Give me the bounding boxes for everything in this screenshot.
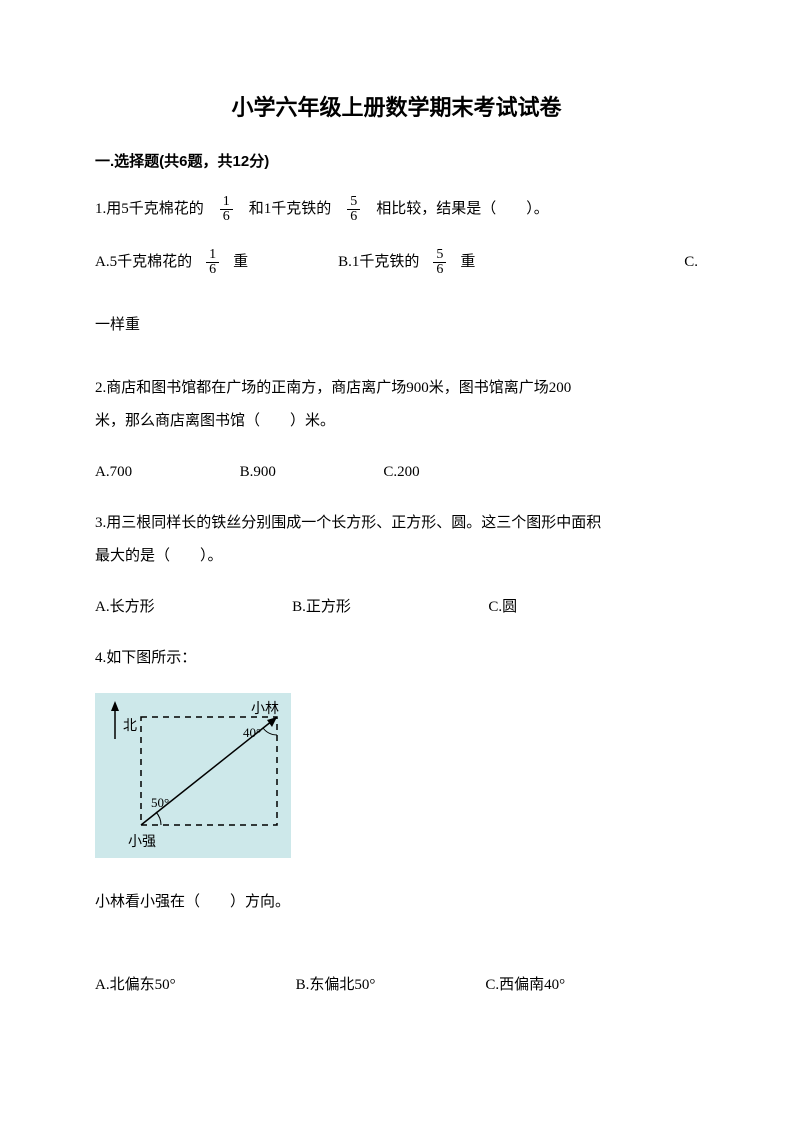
q1-frac2-den: 6 [347, 210, 360, 224]
angle-40: 40° [243, 725, 261, 741]
q4-optC: C.西偏南40° [485, 969, 565, 1002]
q1-frac2: 5 6 [347, 195, 360, 224]
q1-optC-line2: 一样重 [95, 309, 698, 342]
xiaolin-arrowhead [267, 717, 277, 727]
q2-optC: C.200 [383, 464, 419, 480]
q1-frac1-den: 6 [220, 210, 233, 224]
question-3: 3.用三根同样长的铁丝分别围成一个长方形、正方形、圆。这三个图形中面积 最大的是… [95, 507, 698, 573]
q1-frac2-num: 5 [347, 195, 360, 210]
q1-optB-num: 5 [433, 248, 446, 263]
q2-optB: B.900 [240, 464, 276, 480]
q1-optB-post: 重 [460, 246, 475, 279]
q4-diagram: 北 小林 小强 40° 50° [95, 693, 291, 858]
q3-optB: B.正方形 [292, 599, 351, 615]
q1-optA-pre: A.5千克棉花的 [95, 246, 192, 279]
q3-optA: A.长方形 [95, 599, 155, 615]
q1-prefix: 1.用5千克棉花的 [95, 193, 204, 226]
xiaoqiang-label: 小强 [128, 831, 156, 851]
q2-optA: A.700 [95, 464, 132, 480]
page-title: 小学六年级上册数学期末考试试卷 [95, 90, 698, 122]
q1-optA-frac: 1 6 [206, 248, 219, 277]
north-label: 北 [123, 715, 137, 735]
q1-options: A.5千克棉花的 1 6 重 B.1千克铁的 5 6 重 C. 一样重 [95, 246, 698, 342]
q3-line2: 最大的是（ ）。 [95, 540, 698, 573]
angle-arc-top [263, 728, 277, 735]
q3-options: A.长方形 B.正方形 C.圆 [95, 591, 698, 624]
q1-frac1: 1 6 [220, 195, 233, 224]
q1-optC: C. [684, 246, 698, 279]
q4-optA: A.北偏东50° [95, 969, 176, 1002]
q1-optB-pre: B.1千克铁的 [338, 246, 419, 279]
q1-optB: B.1千克铁的 5 6 重 [338, 246, 475, 279]
q1-optA: A.5千克棉花的 1 6 重 [95, 246, 248, 279]
q1-optA-post: 重 [233, 246, 248, 279]
q2-line2: 米，那么商店离图书馆（ ）米。 [95, 405, 698, 438]
q1-optA-den: 6 [206, 263, 219, 277]
section-header: 一.选择题(共6题，共12分) [95, 150, 698, 171]
angle-50: 50° [151, 795, 169, 811]
q3-line1: 3.用三根同样长的铁丝分别围成一个长方形、正方形、圆。这三个图形中面积 [95, 507, 698, 540]
xiaolin-label: 小林 [251, 698, 279, 718]
q2-options: A.700 B.900 C.200 [95, 456, 698, 489]
q1-suffix: 相比较，结果是（ ）。 [376, 193, 549, 226]
question-4: 4.如下图所示： [95, 642, 698, 675]
q1-optB-frac: 5 6 [433, 248, 446, 277]
angle-arc-bottom [156, 812, 161, 825]
question-1: 1.用5千克棉花的 1 6 和1千克铁的 5 6 相比较，结果是（ ）。 [95, 193, 698, 226]
q1-optB-den: 6 [433, 263, 446, 277]
q1-optA-num: 1 [206, 248, 219, 263]
q4-options: A.北偏东50° B.东偏北50° C.西偏南40° [95, 969, 698, 1002]
q4-optB: B.东偏北50° [296, 969, 376, 1002]
q3-optC: C.圆 [488, 599, 517, 615]
q4-after: 小林看小强在（ ）方向。 [95, 886, 698, 919]
q2-line1: 2.商店和图书馆都在广场的正南方，商店离广场900米，图书馆离广场200 [95, 372, 698, 405]
q1-optC-pre: C. [684, 246, 698, 279]
q1-frac1-num: 1 [220, 195, 233, 210]
q1-mid: 和1千克铁的 [249, 193, 332, 226]
north-arrow-head [111, 701, 119, 711]
question-2: 2.商店和图书馆都在广场的正南方，商店离广场900米，图书馆离广场200 米，那… [95, 372, 698, 438]
